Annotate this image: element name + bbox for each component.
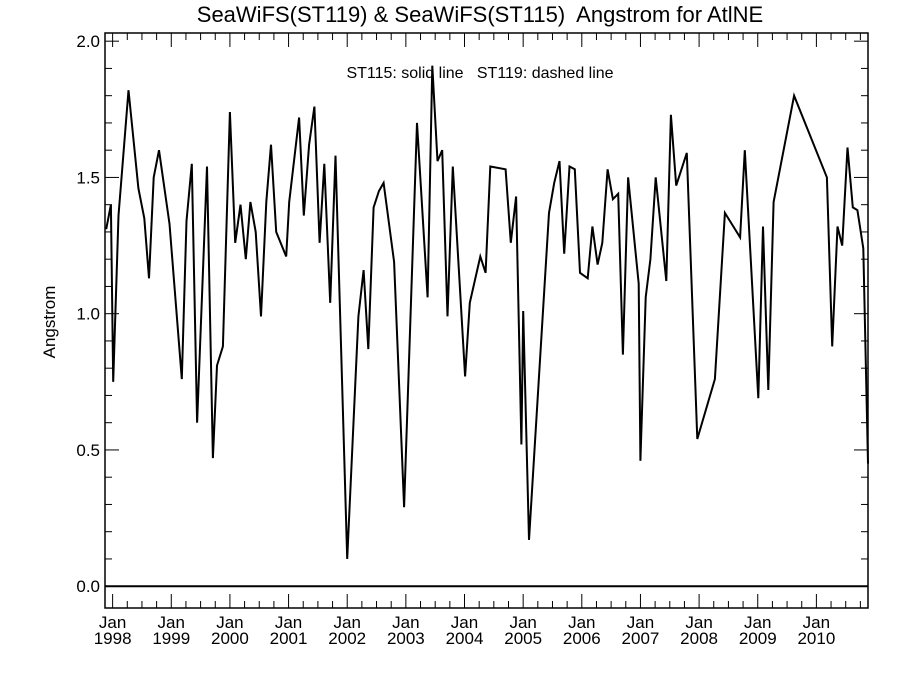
x-tick-label-year: 2005 [504,629,542,648]
y-tick-label: 0.5 [76,441,100,460]
x-tick-label-year: 2008 [680,629,718,648]
x-tick-label-year: 2004 [446,629,484,648]
x-tick-label-year: 2010 [797,629,835,648]
series-layer [106,66,868,559]
y-tick-label: 1.5 [76,168,100,187]
y-tick-label: 1.0 [76,305,100,324]
x-tick-label-year: 1999 [152,629,190,648]
chart-title: SeaWiFS(ST119) & SeaWiFS(ST115) Angstrom… [197,2,763,27]
x-tick-label-year: 1998 [94,629,132,648]
series-line-st115 [106,66,868,559]
x-tick-label-year: 2001 [270,629,308,648]
legend-annotation: ST115: solid line ST119: dashed line [346,65,613,82]
x-tick-label-year: 2000 [211,629,249,648]
x-tick-label-year: 2003 [387,629,425,648]
x-tick-label-year: 2007 [622,629,660,648]
y-tick-label: 0.0 [76,577,100,596]
x-tick-label-year: 2006 [563,629,601,648]
x-tick-label-year: 2002 [328,629,366,648]
y-tick-label: 2.0 [76,32,100,51]
y-axis-label: Angstrom [40,286,59,359]
x-tick-label-year: 2009 [739,629,777,648]
